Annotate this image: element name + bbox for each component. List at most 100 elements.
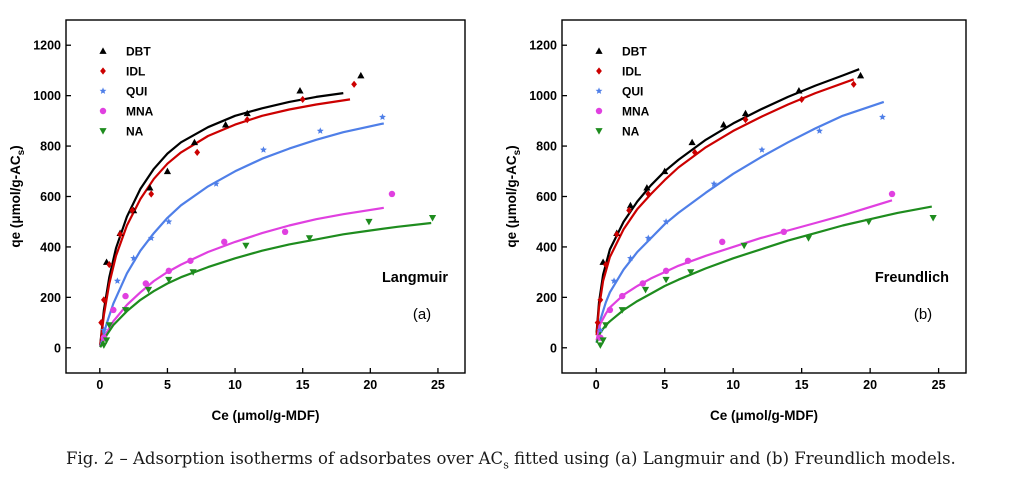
data-point-qui <box>758 146 766 153</box>
chart-panel-b: 0 200 400 600 800 1000 1200 0 5 10 15 20 25 Ce (μmol/… <box>504 19 967 423</box>
data-point-dbt <box>661 167 669 175</box>
data-point-qui <box>816 127 823 134</box>
y-tick-label: 800 <box>40 140 61 154</box>
model-label: Langmuir <box>382 270 448 286</box>
data-point-qui <box>879 113 886 120</box>
x-tick-label: 15 <box>795 378 809 392</box>
data-point-mna <box>122 292 129 300</box>
legend-marker-qui <box>99 87 107 94</box>
legend-label-qui: QUI <box>622 85 643 99</box>
x-tick-label: 10 <box>228 378 242 392</box>
data-point-mna <box>888 190 896 198</box>
data-point-mna <box>662 267 670 275</box>
x-tick-label: 15 <box>296 378 310 392</box>
data-point-mna <box>684 257 692 264</box>
data-point-na <box>662 276 670 284</box>
data-point-na <box>641 286 650 294</box>
legend-label-dbt: DBT <box>622 45 647 59</box>
data-point-qui <box>627 254 634 262</box>
data-point-idl <box>351 80 357 88</box>
legend-marker-na <box>99 128 107 135</box>
data-point-na <box>687 269 695 276</box>
data-point-na <box>189 269 197 276</box>
fit-curve-qui <box>99 122 385 347</box>
data-point-idl <box>148 190 155 198</box>
data-point-idl <box>98 318 105 327</box>
y-tick-label: 200 <box>536 291 557 305</box>
y-axis-title-end: ) <box>8 145 23 150</box>
model-label: Freundlich <box>875 270 949 286</box>
x-tick-label: 20 <box>863 378 877 392</box>
data-point-qui <box>644 234 652 242</box>
data-point-na <box>165 276 173 284</box>
y-axis-title-main: qe (μmol/g-AC <box>8 155 23 248</box>
figure-caption: Fig. 2 – Adsorption isotherms of adsorba… <box>66 449 1006 471</box>
x-tick-label: 20 <box>363 378 377 392</box>
fit-curve-dbt <box>99 92 344 346</box>
data-point-qui <box>260 146 267 153</box>
caption-prefix: Fig. 2 – Adsorption isotherms of adsorba… <box>66 449 504 468</box>
data-point-qui <box>212 180 220 187</box>
y-tick-label: 800 <box>536 140 557 154</box>
data-point-mna <box>187 257 194 264</box>
legend-label-qui: QUI <box>126 85 147 99</box>
legend-marker-qui <box>595 87 603 94</box>
data-point-na <box>100 342 108 349</box>
data-point-qui <box>379 113 386 120</box>
legend-marker-dbt <box>595 47 603 54</box>
y-tick-label: 0 <box>54 341 61 355</box>
caption-suffix: fitted using (a) Langmuir and (b) Freund… <box>508 449 956 468</box>
data-point-mna <box>142 280 149 287</box>
y-tick-label: 1000 <box>529 89 557 103</box>
y-tick-label: 0 <box>550 341 557 355</box>
fit-curve-idl <box>99 98 351 346</box>
fit-curve-qui <box>595 100 885 343</box>
data-point-mna <box>619 292 626 300</box>
data-point-na <box>144 286 153 294</box>
data-point-mna <box>221 238 228 246</box>
data-point-idl <box>613 230 620 238</box>
legend-label-dbt: DBT <box>126 45 151 59</box>
data-point-dbt <box>856 71 865 79</box>
x-tick-label: 25 <box>932 378 946 392</box>
data-point-qui <box>316 127 324 134</box>
data-point-dbt <box>688 138 696 146</box>
data-point-idl <box>597 296 604 304</box>
caption-subscript: s <box>503 458 509 472</box>
data-point-qui <box>610 277 618 284</box>
data-point-na <box>105 322 113 329</box>
data-point-dbt <box>741 109 750 117</box>
x-tick-label: 5 <box>661 378 668 392</box>
y-axis-title-end: ) <box>504 145 519 150</box>
data-point-qui <box>130 254 138 262</box>
data-point-dbt <box>222 121 230 128</box>
data-point-dbt <box>146 184 154 191</box>
legend-label-na: NA <box>622 125 640 139</box>
data-point-mna <box>719 238 726 246</box>
y-axis-title-sub: s <box>512 149 523 155</box>
data-point-qui <box>662 218 670 225</box>
fit-curve-mna <box>99 206 384 348</box>
data-point-na <box>365 218 373 226</box>
y-tick-label: 1200 <box>33 39 61 53</box>
x-tick-label: 0 <box>593 378 600 392</box>
data-point-dbt <box>643 184 651 191</box>
y-tick-label: 1000 <box>33 89 61 103</box>
fit-curve-na <box>99 221 432 348</box>
data-point-na <box>618 307 626 314</box>
data-point-mna <box>639 280 646 287</box>
legend-marker-mna <box>99 107 107 115</box>
x-axis-title: Ce (μmol/g-MDF) <box>710 408 818 423</box>
data-point-dbt <box>190 138 199 146</box>
data-point-mna <box>165 267 172 275</box>
data-point-dbt <box>163 167 172 175</box>
data-point-na <box>599 337 607 344</box>
data-point-qui <box>147 234 155 242</box>
x-tick-label: 25 <box>431 378 445 392</box>
fit-curve-mna <box>595 199 893 341</box>
data-point-na <box>602 322 610 329</box>
data-point-dbt <box>626 201 635 209</box>
data-point-idl <box>299 95 306 104</box>
data-point-mna <box>110 306 117 314</box>
